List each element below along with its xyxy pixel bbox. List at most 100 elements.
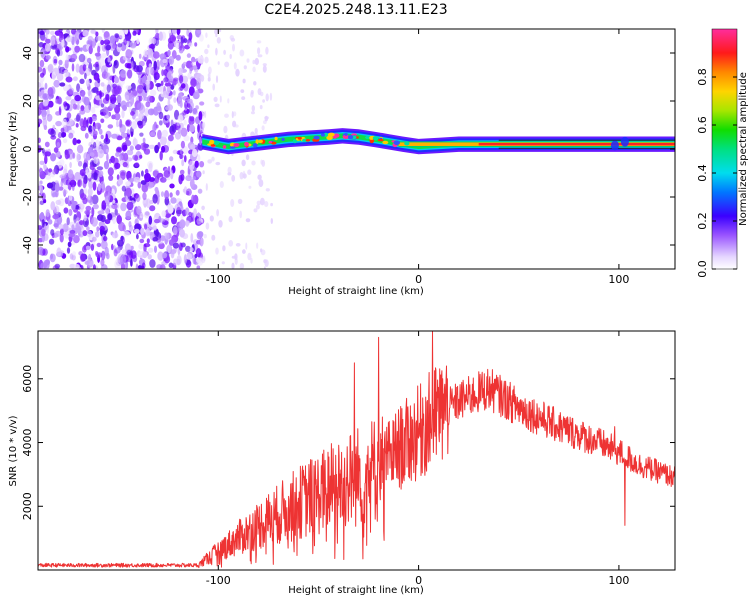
- noise-blob: [141, 76, 147, 84]
- noise-blob: [192, 65, 198, 71]
- noise-blob: [191, 56, 196, 63]
- noise-blob: [63, 101, 68, 107]
- noise-blob: [182, 75, 189, 84]
- faint-blob: [216, 37, 221, 44]
- noise-blob: [199, 34, 204, 42]
- signal-hotspot: [342, 134, 349, 139]
- noise-blob: [53, 147, 59, 153]
- noise-blob: [187, 98, 193, 104]
- noise-blob: [59, 233, 64, 243]
- faint-blob: [232, 120, 237, 128]
- signal-hotspot: [292, 139, 297, 144]
- noise-blob: [51, 192, 58, 198]
- noise-blob: [45, 55, 51, 60]
- colorbar-tick-label: 0.6: [696, 116, 709, 134]
- signal-hotspot: [313, 135, 320, 140]
- spectrogram-content: [38, 29, 675, 269]
- noise-blob: [177, 92, 183, 102]
- noise-blob: [184, 155, 187, 163]
- noise-blob: [159, 150, 163, 161]
- noise-blob: [113, 249, 118, 257]
- noise-blob: [195, 248, 202, 258]
- noise-blob: [66, 90, 73, 96]
- noise-blob: [57, 223, 64, 230]
- noise-blob: [155, 83, 162, 87]
- noise-blob: [89, 198, 94, 206]
- noise-blob: [192, 107, 198, 115]
- spectrogram-y-tick-label: 0: [21, 146, 34, 153]
- spectrogram-y-tick-label: -20: [21, 188, 34, 206]
- noise-blob: [58, 186, 64, 191]
- noise-blob: [91, 106, 96, 114]
- noise-blob: [156, 59, 160, 70]
- noise-blob: [90, 243, 95, 251]
- noise-blob: [167, 49, 171, 57]
- faint-blob: [253, 81, 257, 86]
- noise-blob: [179, 75, 184, 84]
- noise-blob: [142, 251, 148, 259]
- noise-blob: [169, 192, 173, 198]
- faint-blob: [265, 93, 269, 102]
- faint-blob: [203, 234, 207, 239]
- noise-blob: [160, 177, 167, 183]
- noise-blob: [88, 179, 93, 190]
- faint-blob: [258, 179, 264, 188]
- noise-blob: [185, 175, 192, 182]
- noise-blob: [171, 50, 177, 59]
- noise-blob: [173, 258, 178, 266]
- noise-blob: [90, 29, 96, 35]
- faint-blob: [237, 198, 243, 204]
- noise-blob: [147, 108, 155, 116]
- noise-blob: [45, 209, 50, 218]
- noise-blob: [157, 129, 162, 140]
- spectrogram-y-tick-label: 40: [21, 46, 34, 60]
- noise-blob: [38, 81, 42, 88]
- faint-blob: [242, 78, 246, 84]
- noise-blob: [40, 72, 45, 78]
- noise-blob: [38, 195, 42, 202]
- noise-blob: [172, 242, 180, 249]
- noise-blob: [183, 38, 188, 44]
- colorbar-tick-label: 0.2: [696, 212, 709, 230]
- colorbar-label: Normalized spectral amplitude: [738, 72, 749, 226]
- noise-blob: [55, 199, 62, 205]
- noise-blob: [101, 53, 107, 59]
- spectrogram-x-tick-label: -100: [206, 273, 231, 286]
- noise-blob: [91, 217, 98, 227]
- noise-blob: [83, 244, 87, 251]
- noise-blob: [185, 188, 192, 196]
- noise-blob: [106, 153, 109, 162]
- noise-blob: [148, 162, 153, 173]
- noise-blob: [149, 205, 156, 212]
- noise-blob: [102, 106, 109, 115]
- noise-blob: [95, 231, 100, 238]
- noise-blob: [134, 162, 140, 167]
- noise-blob: [147, 48, 154, 59]
- faint-blob: [256, 242, 259, 249]
- noise-blob: [199, 101, 205, 106]
- noise-blob: [86, 226, 90, 231]
- snr-x-label: Height of straight line (km): [288, 585, 424, 596]
- noise-blob: [106, 252, 110, 260]
- faint-blob: [218, 220, 223, 228]
- noise-blob: [62, 138, 68, 144]
- noise-blob: [98, 57, 105, 67]
- noise-blob: [107, 213, 113, 221]
- noise-blob: [79, 89, 86, 97]
- noise-blob: [125, 181, 131, 187]
- noise-blob: [61, 118, 68, 128]
- noise-blob: [150, 67, 154, 73]
- noise-blob: [97, 210, 105, 215]
- noise-blob: [120, 235, 124, 241]
- noise-blob: [77, 179, 81, 187]
- noise-blob: [135, 109, 139, 117]
- noise-blob: [111, 232, 119, 239]
- faint-blob: [262, 99, 265, 103]
- noise-blob: [92, 130, 98, 137]
- noise-blob: [75, 114, 81, 122]
- colorbar-frame: [711, 28, 738, 270]
- noise-blob: [180, 140, 185, 149]
- noise-blob: [100, 181, 105, 189]
- noise-blob: [138, 95, 143, 102]
- noise-blob: [169, 156, 174, 162]
